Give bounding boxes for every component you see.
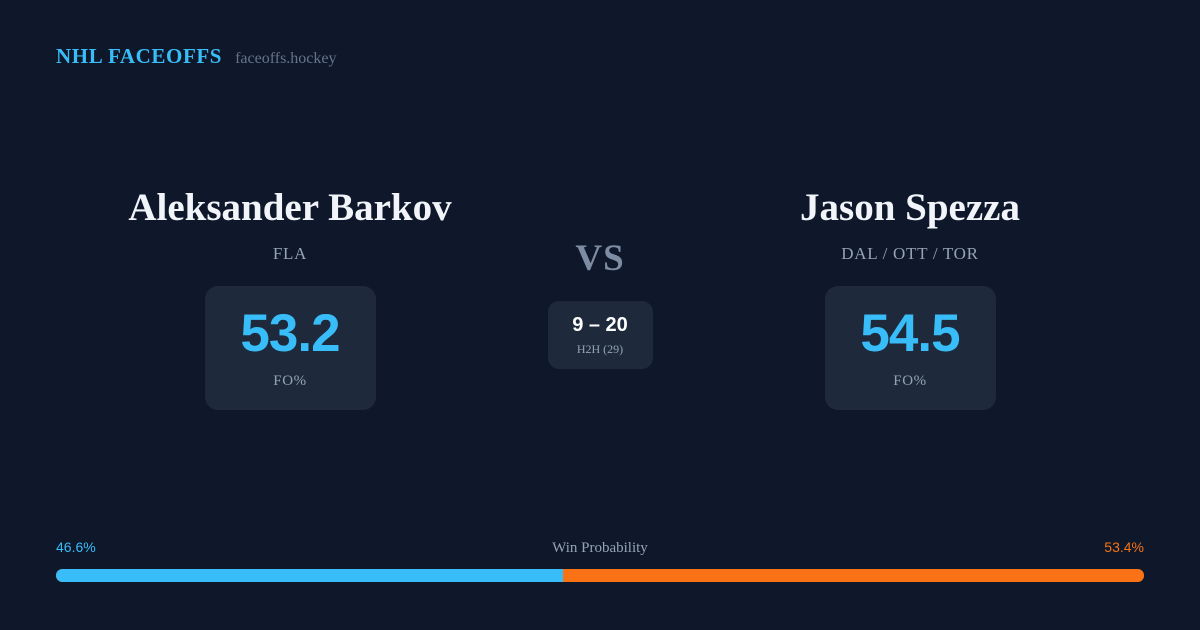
- versus-label: VS: [575, 238, 625, 279]
- matchup-section: Aleksander Barkov FLA 53.2 FO% VS 9 – 20…: [0, 185, 1200, 411]
- win-probability-section: 46.6% Win Probability 53.4%: [56, 540, 1144, 582]
- player-teams-right: DAL / OTT / TOR: [841, 244, 979, 264]
- player-teams-left: FLA: [272, 244, 308, 264]
- site-header: NHL FACEOFFS faceoffs.hockey: [56, 46, 337, 67]
- head-to-head-record: 9 – 20: [572, 314, 628, 336]
- stat-card-right: 54.5 FO%: [824, 286, 996, 411]
- win-probability-left-value: 46.6%: [56, 539, 96, 555]
- brand-title: NHL FACEOFFS: [56, 44, 223, 68]
- win-probability-fill-right: [563, 569, 1144, 582]
- head-to-head-caption: H2H (29): [576, 342, 624, 356]
- win-probability-title: Win Probability: [552, 540, 648, 556]
- player-card-left: Aleksander Barkov FLA 53.2 FO%: [60, 185, 520, 411]
- stat-value-right: 54.5: [860, 303, 960, 363]
- win-probability-right-value: 53.4%: [1104, 539, 1144, 555]
- win-probability-labels: 46.6% Win Probability 53.4%: [56, 540, 1144, 558]
- stat-label-left: FO%: [273, 372, 307, 389]
- stat-label-right: FO%: [893, 372, 927, 389]
- win-probability-fill-left: [56, 569, 563, 582]
- win-probability-bar: [56, 569, 1144, 582]
- brand-domain: faceoffs.hockey: [235, 50, 337, 67]
- versus-column: VS 9 – 20 H2H (29): [520, 185, 680, 369]
- stat-card-left: 53.2 FO%: [204, 286, 376, 411]
- stat-value-left: 53.2: [240, 303, 340, 363]
- player-name-right: Jason Spezza: [800, 186, 1020, 229]
- head-to-head-box: 9 – 20 H2H (29): [547, 301, 653, 369]
- player-card-right: Jason Spezza DAL / OTT / TOR 54.5 FO%: [680, 185, 1140, 411]
- player-name-left: Aleksander Barkov: [128, 186, 452, 229]
